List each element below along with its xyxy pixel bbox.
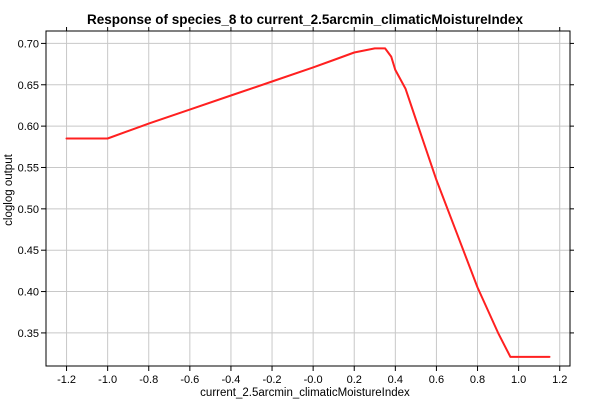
x-tick-label: -1.2 [57,374,76,386]
y-tick-label: 0.50 [18,204,39,216]
y-tick-label: 0.55 [18,162,39,174]
y-tick-label: 0.45 [18,245,39,257]
plot-frame [45,30,571,367]
y-tick-label: 0.40 [18,287,39,299]
grid [46,31,570,366]
x-tick-label: 0.8 [470,374,485,386]
x-tick-label: -0.8 [139,374,158,386]
x-tick-label: 1.0 [511,374,526,386]
x-tick-label: -0.6 [180,374,199,386]
y-tick-label: 0.65 [18,80,39,92]
y-tick-label: 0.35 [18,328,39,340]
series-layer [65,47,551,358]
x-tick-label: 0.2 [347,374,362,386]
response-curve [65,47,551,358]
x-tick-label: -0.0 [304,374,323,386]
x-tick-label: 1.2 [552,374,567,386]
x-tick-label: -1.0 [98,374,117,386]
chart-title: Response of species_8 to current_2.5arcm… [87,12,523,27]
y-axis-label: cloglog output [3,153,15,225]
x-axis-label: current_2.5arcmin_climaticMoistureIndex [200,387,410,399]
y-tick-label: 0.60 [18,121,39,133]
x-tick-label: -0.4 [221,374,240,386]
x-tick-label: 0.4 [388,374,403,386]
y-tick-label: 0.70 [18,38,39,50]
axis-ticks: -1.2 -1.0 -0.8 -0.6 -0.4 -0.2 -0.0 0.2 0.4 0.6 0.8… [18,27,574,386]
x-tick-label: 0.6 [429,374,444,386]
x-tick-label: -0.2 [263,374,282,386]
